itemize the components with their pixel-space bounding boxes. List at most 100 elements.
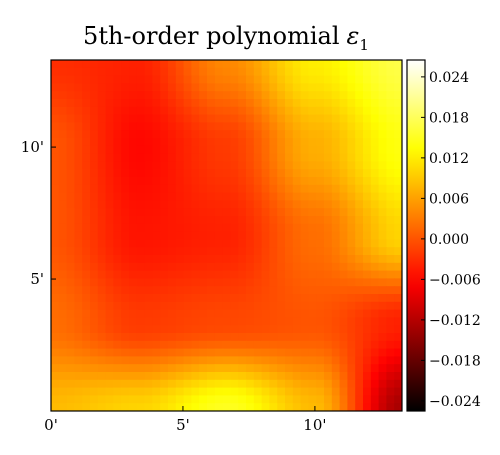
heatmap-cell [214, 294, 224, 303]
heatmap-cell [160, 60, 169, 69]
heatmap-cell [331, 200, 341, 209]
heatmap-cell [378, 153, 387, 162]
heatmap-cell [331, 130, 341, 139]
heatmap-cell [300, 177, 309, 186]
heatmap-cell [324, 145, 333, 155]
heatmap-cell [58, 333, 68, 342]
heatmap-cell [363, 184, 372, 194]
heatmap-cell [175, 60, 185, 69]
heatmap-cell [51, 364, 60, 373]
heatmap-cell [253, 223, 263, 233]
heatmap-plot-area [51, 60, 402, 411]
heatmap-cell [261, 208, 270, 217]
heatmap-cell [246, 403, 255, 411]
heatmap-cell [136, 348, 146, 357]
heatmap-cell [308, 223, 317, 233]
heatmap-cell [285, 75, 294, 84]
heatmap-cell [347, 60, 356, 69]
heatmap-cell [253, 184, 263, 194]
heatmap-cell [66, 114, 75, 123]
heatmap-cell [347, 325, 356, 334]
heatmap-cell [222, 309, 231, 318]
heatmap-cell [214, 372, 224, 381]
heatmap-cell [129, 161, 138, 170]
heatmap-cell [66, 270, 75, 279]
heatmap-cell [230, 208, 239, 217]
heatmap-cell [339, 325, 348, 334]
heatmap-cell [97, 130, 107, 139]
heatmap-cell [238, 301, 247, 311]
heatmap-cell [82, 262, 91, 272]
heatmap-cell [347, 83, 356, 92]
heatmap-cell [277, 372, 286, 381]
heatmap-cell [363, 130, 372, 139]
heatmap-cell [261, 177, 270, 186]
heatmap-cell [160, 169, 169, 178]
heatmap-cell [285, 286, 294, 295]
heatmap-cell [129, 379, 138, 389]
heatmap-cell [97, 106, 107, 116]
heatmap-cell [214, 403, 224, 411]
heatmap-cell [386, 262, 395, 272]
heatmap-cell [199, 395, 208, 404]
heatmap-cell [292, 372, 302, 381]
heatmap-cell [90, 317, 99, 326]
heatmap-cell [214, 161, 224, 170]
heatmap-cell [199, 333, 208, 342]
heatmap-cell [324, 200, 333, 209]
heatmap-cell [51, 177, 60, 186]
heatmap-cell [129, 325, 138, 334]
heatmap-cell [370, 184, 380, 194]
heatmap-cell [308, 356, 317, 365]
heatmap-cell [82, 169, 91, 178]
heatmap-cell [207, 83, 216, 92]
heatmap-cell [246, 348, 255, 357]
heatmap-cell [97, 169, 107, 178]
heatmap-cell [214, 184, 224, 194]
colorbar [406, 59, 426, 412]
heatmap-cell [308, 184, 317, 194]
heatmap-cell [175, 177, 185, 186]
heatmap-cell [292, 106, 302, 116]
heatmap-cell [324, 239, 333, 248]
heatmap-cell [144, 99, 153, 108]
heatmap-cell [183, 106, 192, 116]
heatmap-cell [355, 106, 364, 116]
heatmap-cell [238, 348, 247, 357]
heatmap-cell [168, 231, 177, 240]
heatmap-cell [136, 403, 146, 411]
heatmap-cell [222, 122, 231, 131]
heatmap-cell [199, 364, 208, 373]
heatmap-cell [82, 255, 91, 264]
heatmap-cell [168, 333, 177, 342]
heatmap-cell [246, 177, 255, 186]
heatmap-cell [74, 379, 83, 389]
heatmap-cell [347, 99, 356, 108]
heatmap-cell [121, 286, 130, 295]
colorbar-gradient [407, 60, 425, 411]
heatmap-cell [74, 161, 83, 170]
heatmap-cell [253, 67, 263, 77]
heatmap-cell [121, 395, 130, 404]
heatmap-cell [277, 333, 286, 342]
heatmap-cell [191, 395, 200, 404]
heatmap-cell [97, 364, 107, 373]
heatmap-cell [285, 231, 294, 240]
heatmap-cell [160, 177, 169, 186]
heatmap-cell [238, 333, 247, 342]
heatmap-cell [191, 231, 200, 240]
heatmap-cell [214, 340, 224, 350]
heatmap-cell [129, 177, 138, 186]
heatmap-cell [277, 270, 286, 279]
heatmap-cell [285, 278, 294, 287]
heatmap-cell [183, 216, 192, 225]
heatmap-cell [394, 145, 402, 155]
heatmap-cell [331, 317, 341, 326]
heatmap-cell [144, 122, 153, 131]
heatmap-cell [238, 379, 247, 389]
heatmap-cell [246, 122, 255, 131]
heatmap-cell [370, 262, 380, 272]
heatmap-cell [105, 317, 114, 326]
heatmap-cell [316, 372, 325, 381]
heatmap-cell [378, 106, 387, 116]
